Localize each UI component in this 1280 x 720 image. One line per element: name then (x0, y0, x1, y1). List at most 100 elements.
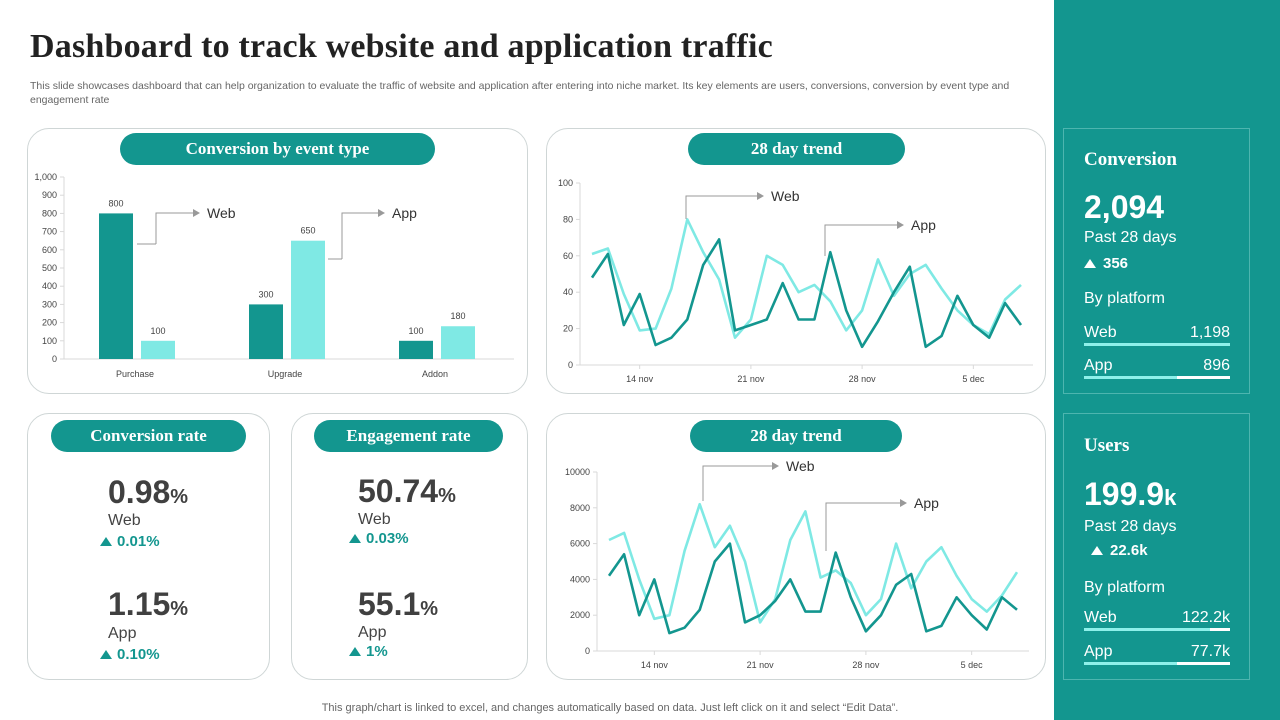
conversion-by-event-card: Conversion by event type 0 100 200 300 400 50… (27, 128, 528, 394)
engagement-rate-web-delta: 0.03% (349, 530, 409, 547)
x-tick-label: 28 nov (849, 374, 877, 384)
bar-value-label: 300 (258, 289, 273, 299)
engagement-rate-app-label: App (358, 624, 387, 641)
x-tick-label: 14 nov (626, 374, 654, 384)
conversion-rate-title: Conversion rate (51, 420, 246, 452)
platform-value: 896 (1203, 357, 1230, 374)
conversion-rate-web-label: Web (108, 512, 141, 529)
y-tick-label: 2000 (570, 610, 590, 620)
line-series-web (591, 218, 1022, 339)
arrow-up-icon (1091, 546, 1103, 555)
bar-app-addon (441, 326, 475, 359)
conversion-rate-app-label: App (108, 625, 137, 642)
platform-bar-fill (1084, 662, 1178, 665)
page-subtitle: This slide showcases dashboard that can … (30, 80, 1010, 106)
arrow-up-icon (349, 647, 361, 656)
y-tick-label: 700 (42, 227, 57, 237)
platform-bar (1084, 628, 1230, 631)
platform-bar-fill (1084, 628, 1210, 631)
y-tick-label: 6000 (570, 539, 590, 549)
engagement-rate-app-value: 55.1% (358, 586, 439, 622)
web-callout-label: Web (207, 205, 236, 221)
x-tick-label: 21 nov (747, 660, 775, 670)
y-tick-label: 100 (558, 178, 573, 188)
platform-bar (1084, 376, 1230, 379)
platform-name: App (1084, 357, 1113, 374)
line-series-web (608, 502, 1019, 624)
x-tick-label: 21 nov (737, 374, 765, 384)
conversion-by-platform-label: By platform (1084, 290, 1165, 307)
x-tick-label: 14 nov (641, 660, 669, 670)
trend-top-chart[interactable]: 0 20 40 60 80 100 14 nov 21 nov 28 nov 5 dec Web Ap… (547, 129, 1047, 395)
conversion-summary-box: Conversion 2,094 Past 28 days 356 By pla… (1063, 128, 1250, 394)
y-tick-label: 60 (563, 251, 573, 261)
engagement-rate-title: Engagement rate (314, 420, 503, 452)
trend-top-title: 28 day trend (688, 133, 905, 165)
y-tick-label: 100 (42, 336, 57, 346)
x-tick-label: Addon (422, 369, 448, 379)
conversion-rate-card: Conversion rate 0.98% Web 0.01% 1.15% Ap… (27, 413, 270, 680)
app-callout-connector (824, 224, 897, 256)
bar-web-upgrade (249, 304, 283, 359)
web-callout-connector (702, 465, 772, 501)
y-tick-label: 0 (568, 360, 573, 370)
trend-bottom-card: 28 day trend 0 2000 4000 6000 8000 10000 14 no… (546, 413, 1046, 680)
conversion-summary-period: Past 28 days (1084, 229, 1177, 246)
y-tick-label: 500 (42, 263, 57, 273)
arrow-up-icon (349, 534, 361, 543)
platform-name: Web (1084, 609, 1117, 626)
app-callout-arrowhead (897, 221, 904, 229)
conversion-rate-app-delta: 0.10% (100, 646, 160, 663)
line-series-app (590, 238, 1023, 349)
conversion-platform-app: App 896 (1084, 355, 1230, 379)
web-callout-label: Web (786, 458, 815, 474)
conversion-summary-heading: Conversion (1084, 149, 1177, 170)
engagement-rate-app-delta: 1% (349, 643, 388, 660)
trend-top-card: 28 day trend 0 20 40 60 80 100 14 nov 21 nov 28 … (546, 128, 1046, 394)
web-callout-arrowhead (772, 462, 779, 470)
bar-web-addon (399, 340, 433, 359)
arrow-up-icon (100, 537, 112, 546)
y-tick-label: 8000 (570, 503, 590, 513)
y-tick-label: 10000 (565, 467, 590, 477)
platform-value: 77.7k (1190, 643, 1230, 660)
bar-value-label: 180 (450, 311, 465, 321)
app-callout-arrowhead (378, 209, 385, 217)
trend-bottom-title: 28 day trend (690, 420, 902, 452)
users-summary-value: 199.9k (1084, 476, 1177, 512)
engagement-rate-card: Engagement rate 50.74% Web 0.03% 55.1% A… (291, 413, 528, 680)
users-by-platform-label: By platform (1084, 579, 1165, 596)
x-tick-label: 5 dec (961, 660, 984, 670)
conversion-rate-web-delta: 0.01% (100, 533, 160, 550)
platform-value: 122.2k (1181, 609, 1230, 626)
platform-name: Web (1084, 324, 1117, 341)
trend-bottom-chart[interactable]: 0 2000 4000 6000 8000 10000 14 nov 21 nov 28 nov… (547, 414, 1047, 681)
y-tick-label: 900 (42, 190, 57, 200)
web-callout-arrowhead (193, 209, 200, 217)
conversion-by-event-chart[interactable]: 0 100 200 300 400 500 600 700 800 900 1,000 Purchas… (28, 129, 529, 395)
engagement-rate-web-value: 50.74% (358, 473, 456, 509)
users-platform-web: Web 122.2k (1084, 607, 1230, 631)
engagement-rate-web-label: Web (358, 511, 391, 528)
platform-name: App (1084, 643, 1113, 660)
web-callout-label: Web (771, 188, 800, 204)
footer-note: This graph/chart is linked to excel, and… (321, 702, 899, 714)
bar-value-label: 650 (300, 226, 315, 236)
arrow-up-icon (1084, 259, 1096, 268)
y-tick-label: 0 (585, 646, 590, 656)
users-summary-heading: Users (1084, 435, 1130, 456)
users-summary-delta: 22.6k (1091, 542, 1148, 559)
y-tick-label: 20 (563, 324, 573, 334)
app-callout-connector (825, 502, 900, 551)
platform-bar (1084, 343, 1230, 346)
y-tick-label: 200 (42, 318, 57, 328)
conversion-platform-web: Web 1,198 (1084, 322, 1230, 346)
app-callout-label: App (911, 217, 936, 233)
users-platform-app: App 77.7k (1084, 641, 1230, 665)
users-summary-box: Users 199.9k Past 28 days 22.6k By platf… (1063, 413, 1250, 680)
conversion-rate-app-value: 1.15% (108, 586, 189, 622)
x-tick-label: Purchase (116, 369, 154, 379)
app-callout-label: App (914, 495, 939, 511)
x-tick-label: 5 dec (962, 374, 985, 384)
bar-app-purchase (141, 340, 175, 359)
